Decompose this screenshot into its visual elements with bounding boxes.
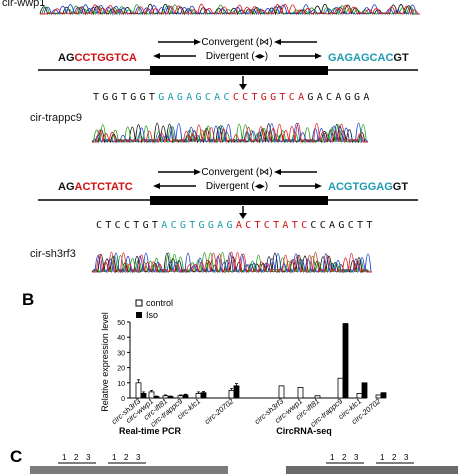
expression-bar-chart: 01020304050circ-sh3rf3circ-wwp1circ-ift8…	[110, 320, 387, 429]
y-tick-label: 50	[117, 320, 125, 327]
panel-c: C 1 2 3 1 2 3 1 2 3 1 2 3	[10, 447, 458, 474]
wwp1-trace-0	[39, 3, 420, 16]
bar-Iso-circ-20702	[380, 392, 387, 399]
bar-control-circ-wwp1	[297, 386, 304, 399]
bar-Iso-circ-klc1	[200, 392, 207, 399]
bar-Iso-circ-trappc9	[182, 394, 189, 399]
svg-text:1: 1	[380, 453, 385, 462]
bar-Iso-circ-klc1	[361, 382, 368, 399]
sh3rf3-trace-1	[92, 251, 372, 274]
sh3rf3-trace-3	[92, 251, 372, 274]
bar-Iso-circ-trappc9	[342, 323, 349, 399]
svg-text:2: 2	[74, 453, 79, 462]
gel-image-right	[286, 466, 458, 474]
gel-lane-labels: 1 2 3 1 2 3 1 2 3 1 2 3	[58, 453, 414, 464]
svg-text:3: 3	[86, 453, 91, 462]
bar-control-circ-ift81	[314, 395, 321, 399]
bar-Iso-circ-wwp1	[153, 396, 160, 399]
legend-iso-swatch	[136, 312, 142, 318]
svg-text:1: 1	[62, 453, 67, 462]
svg-text:3: 3	[404, 453, 409, 462]
y-tick-label: 30	[117, 350, 125, 357]
svg-text:1: 1	[112, 453, 117, 462]
svg-text:2: 2	[392, 453, 397, 462]
bar-Iso-circ-ift81	[167, 396, 174, 399]
sh3rf3-convergent-label: Convergent (⋈)	[201, 167, 272, 178]
svg-text:2: 2	[124, 453, 129, 462]
panel-c-letter: C	[10, 447, 22, 466]
wwp1-section: cir-wwp1	[0, 0, 420, 16]
panel-b: B Relative expression level control Iso …	[22, 290, 387, 436]
wwp1-trace-1	[40, 4, 420, 16]
trappc9-read-sequence: TGGTGGTGAGAGCACCCTGGTCAGACAGGA	[93, 92, 373, 103]
wwp1-trace	[39, 3, 420, 16]
group-circrna-seq-label: CircRNA-seq	[276, 426, 332, 436]
trappc9-trace	[91, 122, 369, 144]
trappc9-trace-2	[92, 122, 369, 144]
bar-control-circ-trappc9	[337, 377, 344, 399]
gel-image-left	[30, 466, 228, 474]
bar-Iso-circ-20702	[233, 385, 240, 399]
y-tick-label: 20	[117, 366, 125, 373]
svg-text:3: 3	[354, 453, 359, 462]
sh3rf3-left-junction: AGACTCTATC	[58, 181, 133, 193]
trappc9-exon	[150, 66, 328, 75]
sh3rf3-exon	[150, 196, 328, 205]
bar-Iso-circ-sh3rf3	[140, 393, 147, 399]
wwp1-label: cir-wwp1	[2, 0, 45, 9]
bar-control-circ-sh3rf3	[135, 382, 142, 399]
trappc9-convergent-label: Convergent (⋈)	[201, 37, 272, 48]
trappc9-divergent-label: Divergent (◂▸)	[206, 51, 268, 62]
sh3rf3-label: cir-sh3rf3	[30, 248, 76, 260]
trappc9-left-junction: AGCCTGGTCA	[58, 52, 137, 64]
group-realtime-pcr-label: Real-time PCR	[119, 426, 182, 436]
svg-text:3: 3	[136, 453, 141, 462]
y-tick-label: 10	[117, 381, 125, 388]
sh3rf3-divergent-label: Divergent (◂▸)	[206, 181, 268, 192]
trappc9-trace-3	[92, 122, 368, 144]
y-tick-label: 40	[117, 335, 125, 342]
x-tick-label: circ-20702	[203, 396, 236, 426]
y-tick-label: 0	[121, 396, 125, 403]
panel-b-letter: B	[22, 290, 34, 309]
bar-control-circ-20702	[228, 389, 235, 399]
svg-text:2: 2	[342, 453, 347, 462]
sh3rf3-trace	[91, 251, 372, 274]
trappc9-section: Convergent (⋈) Divergent (◂▸) AGCCTGGTCA…	[30, 37, 418, 144]
trappc9-label: cir-trappc9	[30, 112, 82, 124]
sh3rf3-read-sequence: CTCCTGTACGTGGAGACTCTATCCCAGCTT	[96, 220, 376, 231]
legend-control-swatch	[135, 299, 143, 307]
sh3rf3-section: Convergent (⋈) Divergent (◂▸) AGACTCTATC…	[30, 167, 418, 274]
trappc9-right-junction: GAGAGCACGT	[328, 52, 409, 64]
legend-control-label: control	[146, 298, 173, 308]
trappc9-trace-1	[92, 123, 368, 144]
svg-text:1: 1	[330, 453, 335, 462]
legend-iso-label: Iso	[146, 310, 158, 320]
sh3rf3-right-junction: ACGTGGAGGT	[328, 181, 408, 193]
y-axis-label: Relative expression level	[100, 312, 110, 412]
wwp1-label-mask	[0, 0, 36, 10]
wwp1-trace-3	[40, 3, 420, 16]
bar-control-circ-sh3rf3	[278, 385, 285, 399]
